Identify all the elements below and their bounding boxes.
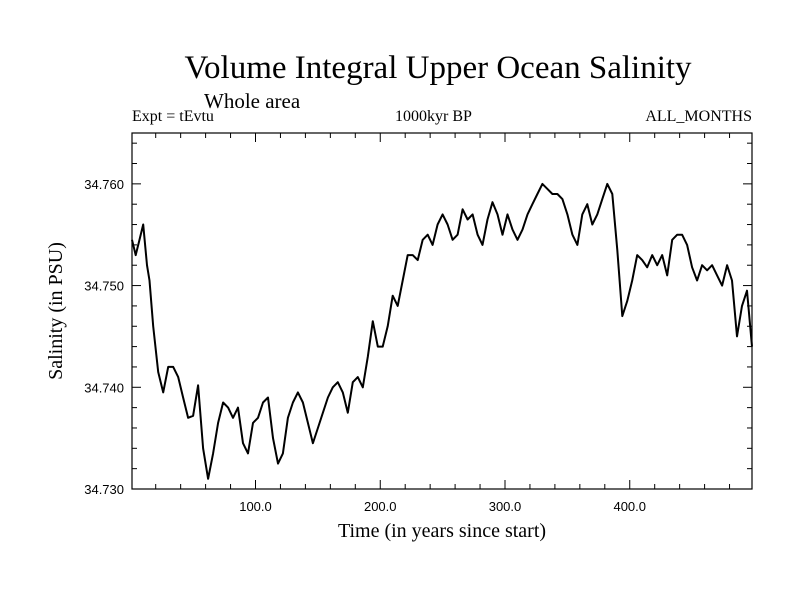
x-tick-label: 400.0 bbox=[613, 499, 646, 514]
chart-title: Volume Integral Upper Ocean Salinity bbox=[184, 50, 692, 86]
axis-ticks bbox=[132, 133, 752, 489]
y-axis-label: Salinity (in PSU) bbox=[45, 242, 67, 380]
experiment-label: Expt = tEvtu bbox=[132, 108, 214, 125]
y-tick-label: 34.760 bbox=[84, 177, 124, 192]
months-label: ALL_MONTHS bbox=[645, 108, 752, 125]
x-axis-label: Time (in years since start) bbox=[338, 520, 546, 542]
y-tick-label: 34.740 bbox=[84, 380, 124, 395]
x-tick-label: 300.0 bbox=[489, 499, 522, 514]
x-tick-label: 200.0 bbox=[364, 499, 397, 514]
salinity-series-line bbox=[131, 182, 753, 480]
y-tick-label: 34.730 bbox=[84, 482, 124, 497]
chart-subtitle: Whole area bbox=[204, 89, 301, 113]
plot-frame bbox=[131, 132, 753, 490]
period-label: 1000kyr BP bbox=[395, 108, 472, 125]
axis-tick-labels: 100.0 200.0 300.0 400.0 34.730 34.740 34.750 34… bbox=[84, 177, 646, 514]
x-tick-label: 100.0 bbox=[239, 499, 272, 514]
y-tick-label: 34.750 bbox=[84, 279, 124, 294]
